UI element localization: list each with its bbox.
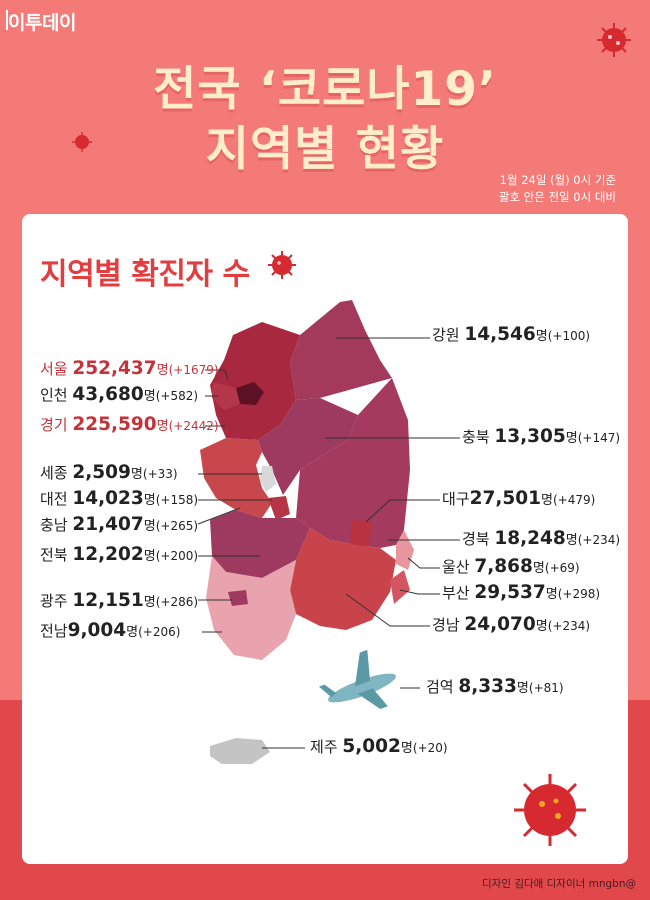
region-chungnam	[200, 438, 272, 518]
label-chungbuk: 충북 13,305명(+147)	[462, 426, 621, 447]
label-jeju: 제주 5,002명(+20)	[310, 736, 448, 757]
region-daejeon	[268, 496, 290, 520]
credit: 디자인 김다애 디자이너 mngbn@	[482, 878, 636, 890]
region-sejong	[260, 466, 276, 492]
region-gwangju	[228, 590, 248, 606]
label-busan: 부산 29,537명(+298)	[442, 582, 601, 603]
label-jeonnam: 전남9,004명(+206)	[40, 620, 181, 641]
label-gyeongbuk: 경북 18,248명(+234)	[462, 528, 621, 549]
region-jeonnam	[206, 556, 296, 660]
label-seoul: 서울 252,437명(+1679)	[40, 358, 219, 379]
label-gyeonggi: 경기 225,590명(+2442)	[40, 414, 219, 435]
region-busan	[390, 570, 410, 604]
region-jeju	[210, 738, 270, 764]
label-daegu: 대구27,501명(+479)	[442, 488, 596, 509]
compare-note: 괄호 안은 전일 0시 대비	[498, 190, 616, 204]
region-gyeongnam	[290, 528, 396, 630]
label-sejong: 세종 2,509명(+33)	[40, 462, 178, 483]
virus-icon	[514, 774, 586, 846]
label-ulsan: 울산 7,868명(+69)	[442, 556, 580, 577]
airplane-icon	[318, 649, 396, 710]
region-gyeongbuk	[296, 378, 410, 548]
virus-icon	[268, 251, 296, 279]
region-gangwon	[290, 300, 392, 400]
leader-lines	[197, 337, 460, 749]
region-jeonbuk	[210, 510, 310, 578]
region-chungbuk	[258, 398, 358, 495]
section-title: 지역별 확진자 수	[40, 257, 250, 292]
main-title-line2: 지역별 현황	[205, 122, 445, 177]
region-incheon	[212, 382, 240, 410]
label-gwangju: 광주 12,151명(+286)	[40, 590, 199, 611]
virus-icon	[597, 23, 631, 57]
date-note: 1월 24일 (월) 0시 기준	[499, 173, 616, 187]
label-gangwon: 강원 14,546명(+100)	[432, 324, 591, 345]
region-daegu	[350, 520, 372, 550]
brand-logo: 이투데이	[8, 12, 76, 34]
label-chungnam: 충남 21,407명(+265)	[40, 514, 199, 535]
region-gyeonggi	[210, 322, 300, 440]
virus-icon	[72, 132, 92, 152]
label-incheon: 인천 43,680명(+582)	[40, 384, 199, 405]
logo-mark	[6, 10, 8, 30]
label-daejeon: 대전 14,023명(+158)	[40, 488, 199, 509]
label-jeonbuk: 전북 12,202명(+200)	[40, 544, 199, 565]
label-quarantine: 검역 8,333명(+81)	[426, 676, 564, 697]
label-gyeongnam: 경남 24,070명(+234)	[432, 614, 591, 635]
main-title-line1: 전국 ‘코로나19’	[153, 62, 497, 117]
region-seoul	[236, 382, 264, 405]
